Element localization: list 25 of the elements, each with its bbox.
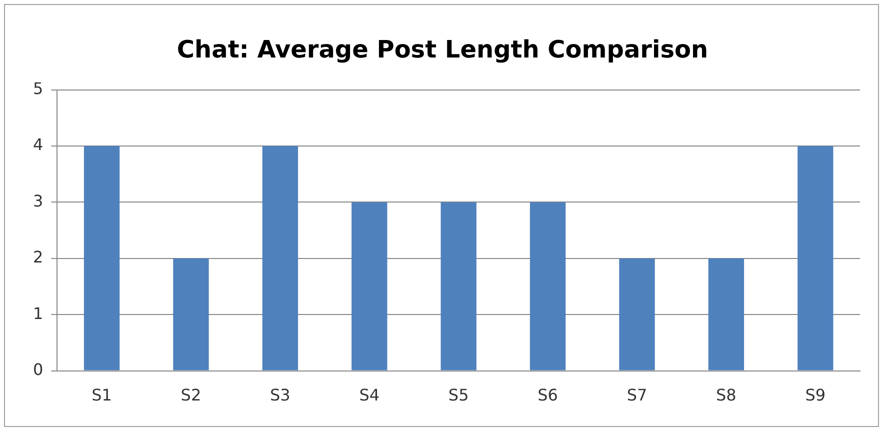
bar (708, 258, 744, 370)
x-tick-label: S2 (180, 386, 202, 405)
x-tick-label: S7 (626, 386, 648, 405)
x-tick-label: S9 (805, 386, 826, 405)
bar (530, 202, 566, 370)
bar (798, 146, 834, 370)
bar (84, 146, 120, 370)
x-tick-label: S8 (716, 386, 736, 405)
chart-title: Chat: Average Post Length Comparison (176, 36, 708, 64)
y-tick-label: 1 (32, 304, 44, 323)
y-tick-label: 0 (32, 360, 44, 379)
y-tick-label: 5 (32, 78, 44, 98)
bar (440, 202, 476, 370)
bar (262, 146, 298, 370)
bar (619, 258, 655, 370)
x-tick-label: S6 (538, 386, 558, 405)
bar (173, 258, 209, 370)
y-tick-label: 3 (32, 191, 44, 210)
y-tick-label: 4 (32, 135, 44, 154)
x-tick-label: S5 (448, 386, 469, 405)
x-tick-label: S4 (359, 386, 380, 405)
y-tick-label: 2 (32, 248, 44, 267)
bar (352, 202, 388, 370)
x-tick-label: S3 (270, 386, 290, 405)
x-tick-label: S1 (92, 386, 112, 405)
